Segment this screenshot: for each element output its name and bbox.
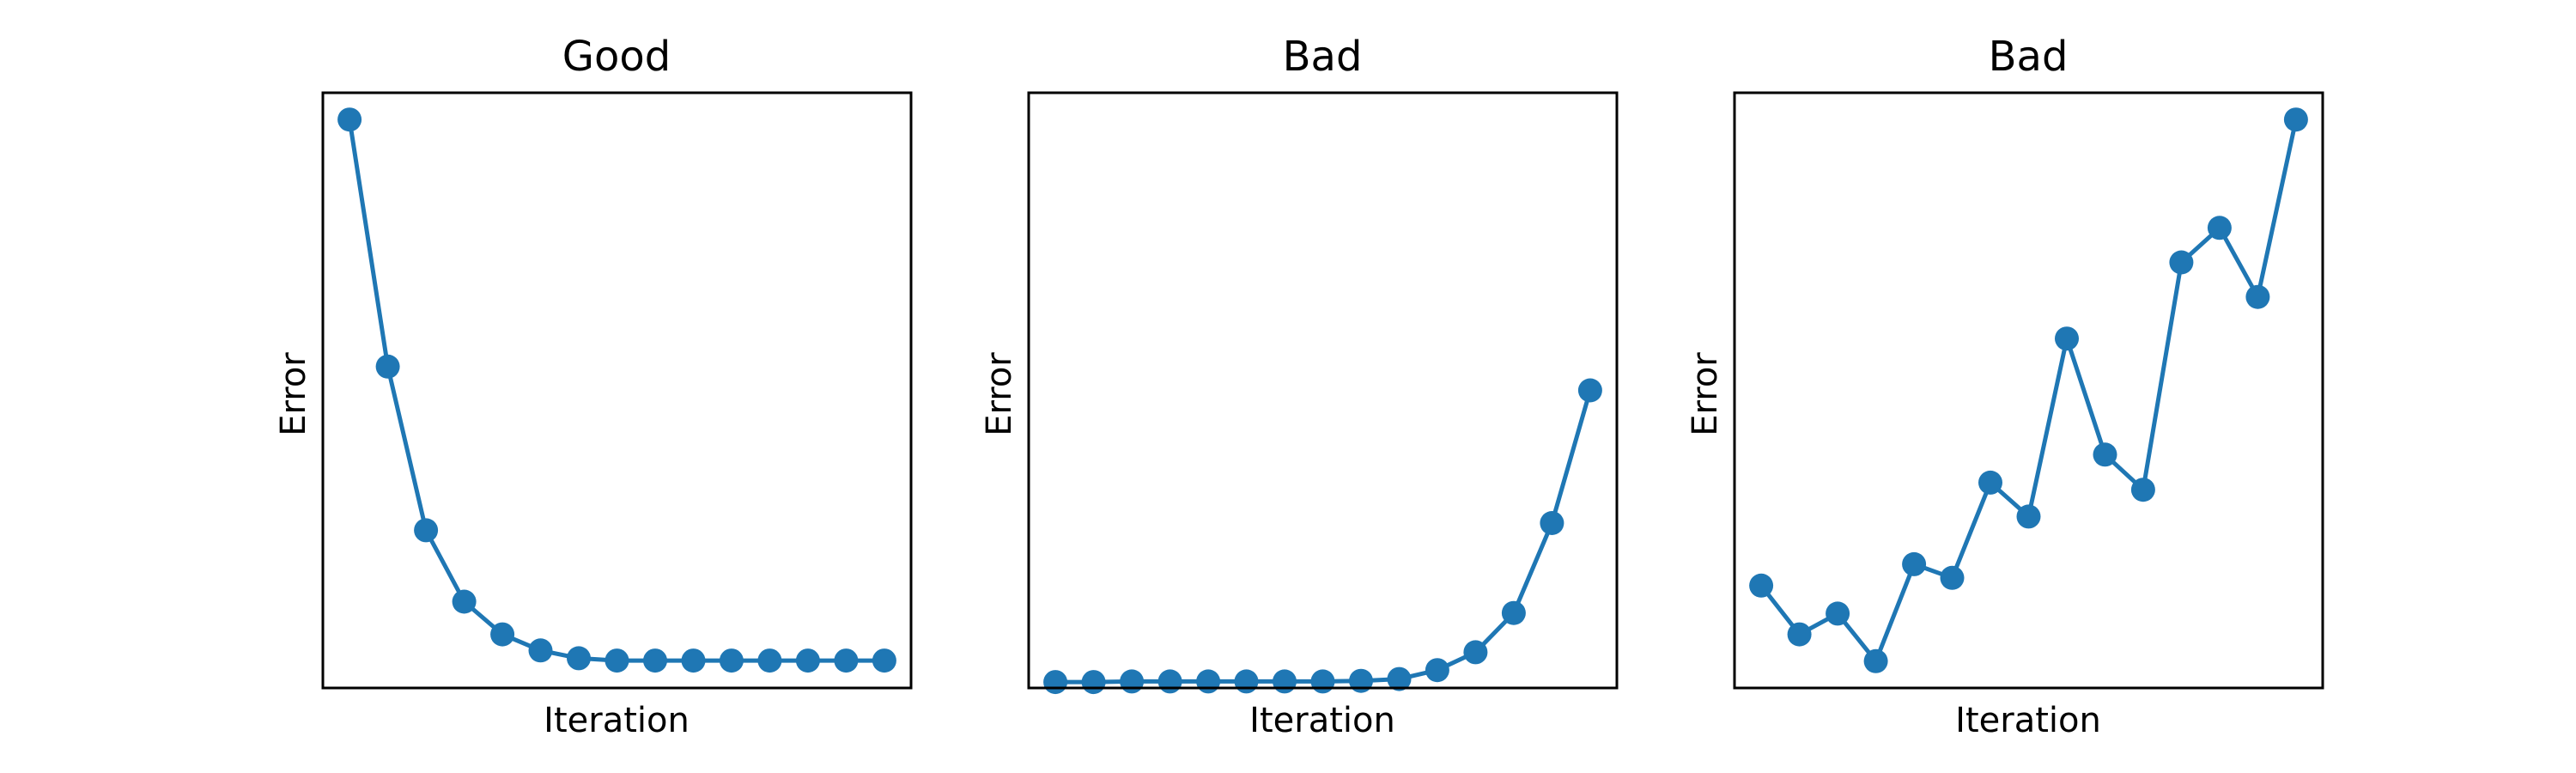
subplot-good: Good Iteration Error [274,33,913,740]
subplot-bad-2: Bad Iteration Error [1686,33,2324,740]
x-axis-label: Iteration [1249,701,1395,740]
axes-frame [321,91,913,690]
data-point [872,648,896,673]
data-point [1501,600,1526,625]
data-point [1120,669,1145,694]
data-point [1826,601,1850,626]
axes-frame [1733,91,2324,690]
plot-area [337,107,896,673]
data-point [1902,551,1927,576]
y-axis-label: Error [274,352,313,436]
data-point [1157,669,1182,694]
data-point [567,646,591,671]
data-point [1387,666,1412,691]
data-point [2055,326,2079,351]
data-point [375,354,400,379]
data-point [2245,284,2270,309]
data-point [1540,511,1564,535]
x-axis-label: Iteration [1955,701,2101,740]
data-point [2093,442,2117,467]
data-point [1196,669,1221,694]
y-axis-label: Error [1686,352,1725,436]
data-point [1978,470,2002,495]
data-point [1273,669,1297,694]
subplot-bad-1: Bad Iteration Error [980,33,1619,740]
data-point [1310,669,1335,694]
data-point [834,648,859,673]
data-point [757,648,782,673]
data-point [2283,107,2308,132]
data-point [2016,504,2041,529]
data-point [490,622,515,647]
data-point [1043,670,1068,695]
data-point [795,648,820,673]
data-point [1425,658,1449,683]
series-line [347,119,884,663]
data-point [528,638,553,663]
data-point [337,107,362,132]
y-axis-label: Error [980,352,1019,436]
x-axis-label: Iteration [544,701,690,740]
data-point [1234,669,1259,694]
plot-area [1749,107,2308,673]
subplot-title: Bad [1283,33,1363,81]
data-point [1463,640,1488,665]
series-line [1055,389,1593,685]
data-point [2169,250,2194,275]
series-line [1759,119,2299,664]
subplot-title: Bad [1989,33,2069,81]
data-point [414,518,439,543]
data-point [1081,670,1106,695]
data-point [1940,565,1965,590]
data-point [719,648,744,673]
data-point [605,648,629,673]
data-point [681,648,706,673]
subplot-title: Good [562,33,671,81]
axes-frame [1027,91,1619,690]
data-point [1749,573,1774,598]
data-point [452,589,477,614]
data-point [1577,378,1602,403]
data-point [2130,478,2155,502]
data-point [643,648,667,673]
data-point [1787,622,1812,647]
data-point [2207,216,2232,240]
plot-area [1043,378,1602,695]
data-point [1863,648,1888,673]
